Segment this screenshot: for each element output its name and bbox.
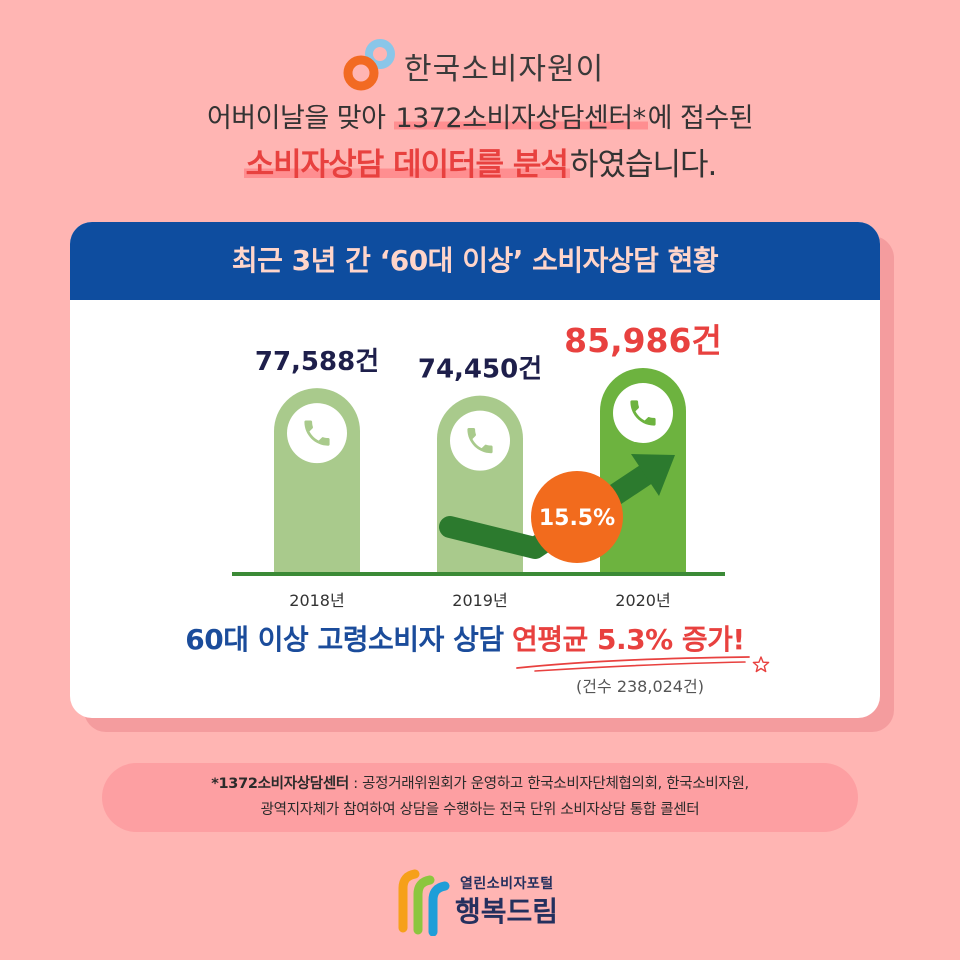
headline-text: 에 접수된	[647, 103, 754, 134]
chart-title: 최근 3년 간 ‘60대 이상’ 소비자상담 현황	[70, 222, 880, 300]
underline-squiggle	[516, 656, 770, 673]
footnote-line-2: 광역지자체가 참여하여 상담을 수행하는 전국 단위 소비자상담 통합 콜센터	[260, 802, 700, 818]
portal-tagline: 열린소비자포털	[460, 876, 554, 892]
footnote: *1372소비자상담센터 : 공정거래위원회가 운영하고 한국소비자단체협의회,…	[102, 763, 858, 832]
growth-badge: 15.5%	[531, 471, 623, 563]
category-label: 2018년	[289, 591, 344, 610]
value-label: 85,986건	[564, 321, 722, 360]
phone-icon	[450, 410, 510, 471]
kca-logo-icon	[343, 39, 395, 91]
headline-highlight: 1372소비자상담센터*	[393, 103, 648, 134]
star-icon	[752, 656, 770, 673]
value-label: 77,588건	[255, 347, 379, 377]
headline-text: 어버이날을 맞아	[206, 103, 394, 134]
bar-chart: 77,588건 2018년 74,450건 2019년 85,986건 2020년 15.…	[232, 321, 725, 610]
headline-line-3: 소비자상담 데이터를 분석하였습니다.	[0, 143, 960, 187]
footnote-term: *1372소비자상담센터	[211, 776, 349, 792]
portal-name: 행복드림	[455, 895, 559, 928]
headline-line-2: 어버이날을 맞아 1372소비자상담센터*에 접수된	[0, 99, 960, 139]
summary-lead: 60대 이상 고령소비자 상담	[185, 623, 504, 656]
phone-icon	[287, 403, 347, 464]
headline-emphasis: 소비자상담 데이터를 분석	[243, 147, 570, 183]
phone-icon	[613, 383, 673, 443]
value-label: 74,450건	[418, 355, 542, 385]
happydream-logo-icon	[398, 869, 450, 936]
growth-rate-label: 15.5%	[539, 506, 615, 531]
category-label: 2019년	[452, 591, 507, 610]
footnote-line-1: *1372소비자상담센터 : 공정거래위원회가 운영하고 한국소비자단체협의회,…	[102, 771, 858, 797]
headline-text: 하였습니다.	[569, 147, 717, 183]
total-count-note: (건수 238,024건)	[576, 677, 704, 696]
org-name: 한국소비자원이	[404, 52, 605, 87]
bar-icons	[287, 383, 673, 471]
category-label: 2020년	[615, 591, 670, 610]
summary-line: 60대 이상 고령소비자 상담 연평균 5.3% 증가!	[70, 622, 860, 658]
growth-badge-circle	[531, 471, 623, 563]
stats-card: 최근 3년 간 ‘60대 이상’ 소비자상담 현황 77,588건 2018년 74…	[70, 222, 880, 718]
footnote-text: : 공정거래위원회가 운영하고 한국소비자단체협의회, 한국소비자원,	[348, 776, 749, 792]
chart-labels: 77,588건 2018년 74,450건 2019년 85,986건 2020년	[255, 321, 722, 610]
summary-highlight: 연평균 5.3% 증가!	[511, 623, 745, 656]
